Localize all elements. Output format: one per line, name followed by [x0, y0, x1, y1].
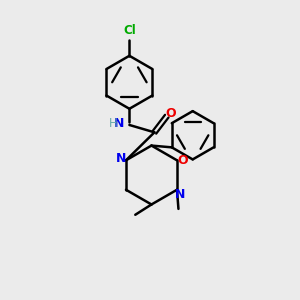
Text: O: O	[178, 154, 188, 167]
Text: H: H	[109, 117, 118, 130]
Text: N: N	[175, 188, 185, 201]
Text: N: N	[116, 152, 126, 165]
Text: N: N	[114, 117, 124, 130]
Text: Cl: Cl	[123, 24, 136, 37]
Text: O: O	[165, 107, 175, 120]
